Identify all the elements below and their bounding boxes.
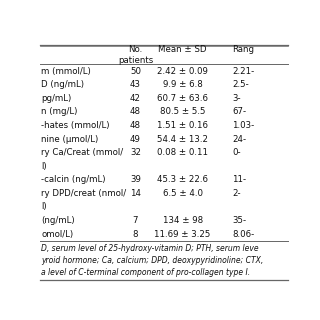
Text: Rang: Rang <box>232 44 254 54</box>
Text: 8.06-: 8.06- <box>232 230 254 239</box>
Text: 1.51 ± 0.16: 1.51 ± 0.16 <box>157 121 208 130</box>
Text: ry DPD/creat (nmol/: ry DPD/creat (nmol/ <box>41 189 126 198</box>
Text: 134 ± 98: 134 ± 98 <box>163 216 203 225</box>
Text: 24-: 24- <box>232 134 246 143</box>
Text: -calcin (ng/mL): -calcin (ng/mL) <box>41 175 106 184</box>
Text: a level of C-terminal component of pro-collagen type I.: a level of C-terminal component of pro-c… <box>41 268 250 276</box>
Text: D, serum level of 25-hydroxy-vitamin D; PTH, serum leve: D, serum level of 25-hydroxy-vitamin D; … <box>41 244 259 253</box>
Text: 3-: 3- <box>232 94 241 103</box>
Text: -hates (mmol/L): -hates (mmol/L) <box>41 121 110 130</box>
Text: 14: 14 <box>130 189 141 198</box>
Text: 35-: 35- <box>232 216 246 225</box>
Text: 2.21-: 2.21- <box>232 67 254 76</box>
Text: 2-: 2- <box>232 189 241 198</box>
Text: nine (μmol/L): nine (μmol/L) <box>41 134 99 143</box>
Text: Mean ± SD: Mean ± SD <box>158 44 207 54</box>
Text: 48: 48 <box>130 121 141 130</box>
Text: 11.69 ± 3.25: 11.69 ± 3.25 <box>155 230 211 239</box>
Text: 8: 8 <box>133 230 138 239</box>
Text: 6.5 ± 4.0: 6.5 ± 4.0 <box>163 189 203 198</box>
Text: 2.42 ± 0.09: 2.42 ± 0.09 <box>157 67 208 76</box>
Text: 80.5 ± 5.5: 80.5 ± 5.5 <box>160 107 205 116</box>
Text: 49: 49 <box>130 134 141 143</box>
Text: yroid hormone; Ca, calcium; DPD, deoxypyridinoline; CTX,: yroid hormone; Ca, calcium; DPD, deoxypy… <box>41 256 263 265</box>
Text: 43: 43 <box>130 80 141 89</box>
Text: 9.9 ± 6.8: 9.9 ± 6.8 <box>163 80 203 89</box>
Text: 0-: 0- <box>232 148 241 157</box>
Text: 42: 42 <box>130 94 141 103</box>
Text: l): l) <box>41 162 47 171</box>
Text: m (mmol/L): m (mmol/L) <box>41 67 91 76</box>
Text: ry Ca/Creat (mmol/: ry Ca/Creat (mmol/ <box>41 148 124 157</box>
Text: 45.3 ± 22.6: 45.3 ± 22.6 <box>157 175 208 184</box>
Text: 54.4 ± 13.2: 54.4 ± 13.2 <box>157 134 208 143</box>
Text: 32: 32 <box>130 148 141 157</box>
Text: 11-: 11- <box>232 175 246 184</box>
Text: (ng/mL): (ng/mL) <box>41 216 75 225</box>
Text: n (mg/L): n (mg/L) <box>41 107 78 116</box>
Text: omol/L): omol/L) <box>41 230 73 239</box>
Text: 50: 50 <box>130 67 141 76</box>
Text: 48: 48 <box>130 107 141 116</box>
Text: 39: 39 <box>130 175 141 184</box>
Text: 7: 7 <box>133 216 138 225</box>
Text: 2.5-: 2.5- <box>232 80 249 89</box>
Text: D (ng/mL): D (ng/mL) <box>41 80 84 89</box>
Text: 1.03-: 1.03- <box>232 121 254 130</box>
Text: No.: No. <box>128 44 143 54</box>
Text: 0.08 ± 0.11: 0.08 ± 0.11 <box>157 148 208 157</box>
Text: patients: patients <box>118 56 153 65</box>
Text: 67-: 67- <box>232 107 246 116</box>
Text: 60.7 ± 63.6: 60.7 ± 63.6 <box>157 94 208 103</box>
Text: pg/mL): pg/mL) <box>41 94 71 103</box>
Text: l): l) <box>41 203 47 212</box>
